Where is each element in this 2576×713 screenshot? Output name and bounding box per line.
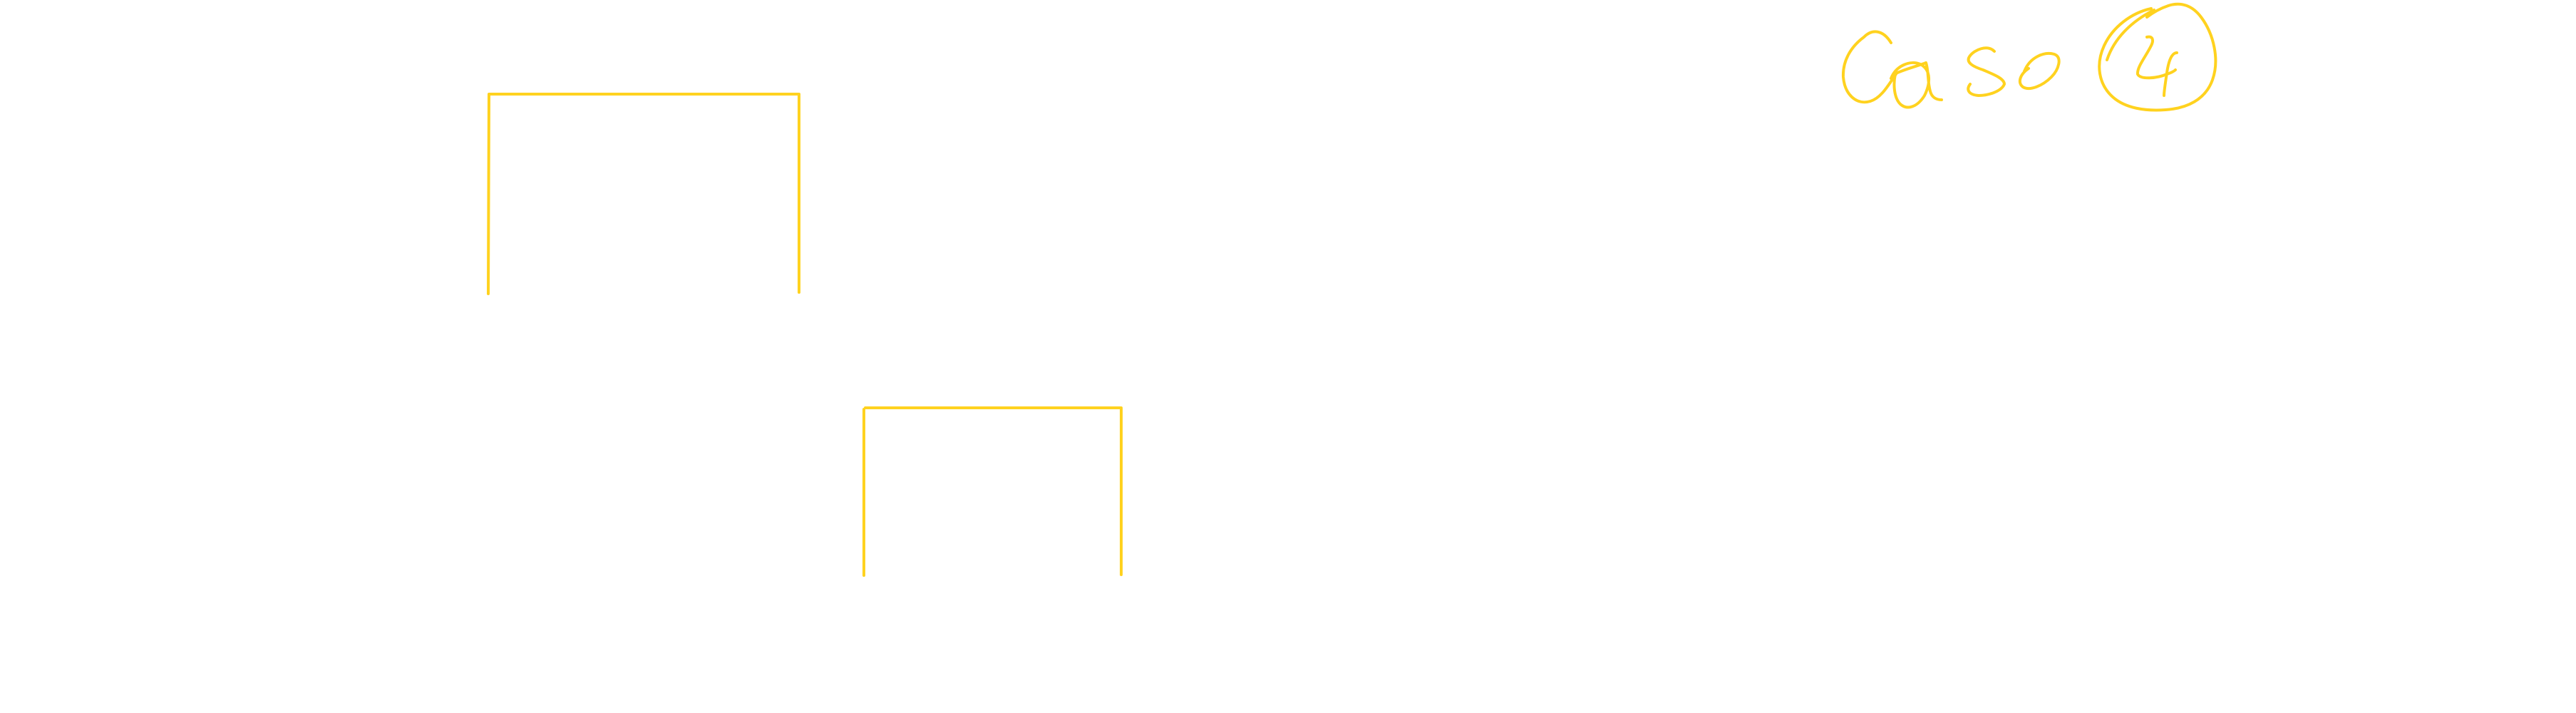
handwritten-letter-a xyxy=(1890,61,1943,109)
handwritten-letter-o xyxy=(2018,52,2061,91)
handwritten-letter-c xyxy=(1841,30,1897,104)
handwritten-caso-label xyxy=(1841,2,2217,112)
handwritten-letter-s xyxy=(1967,46,2006,97)
handwritten-number-4 xyxy=(2135,35,2178,97)
bracket-upper-left xyxy=(487,93,800,295)
bracket-lower-middle xyxy=(862,406,1123,577)
handwritten-circle xyxy=(2098,2,2217,112)
